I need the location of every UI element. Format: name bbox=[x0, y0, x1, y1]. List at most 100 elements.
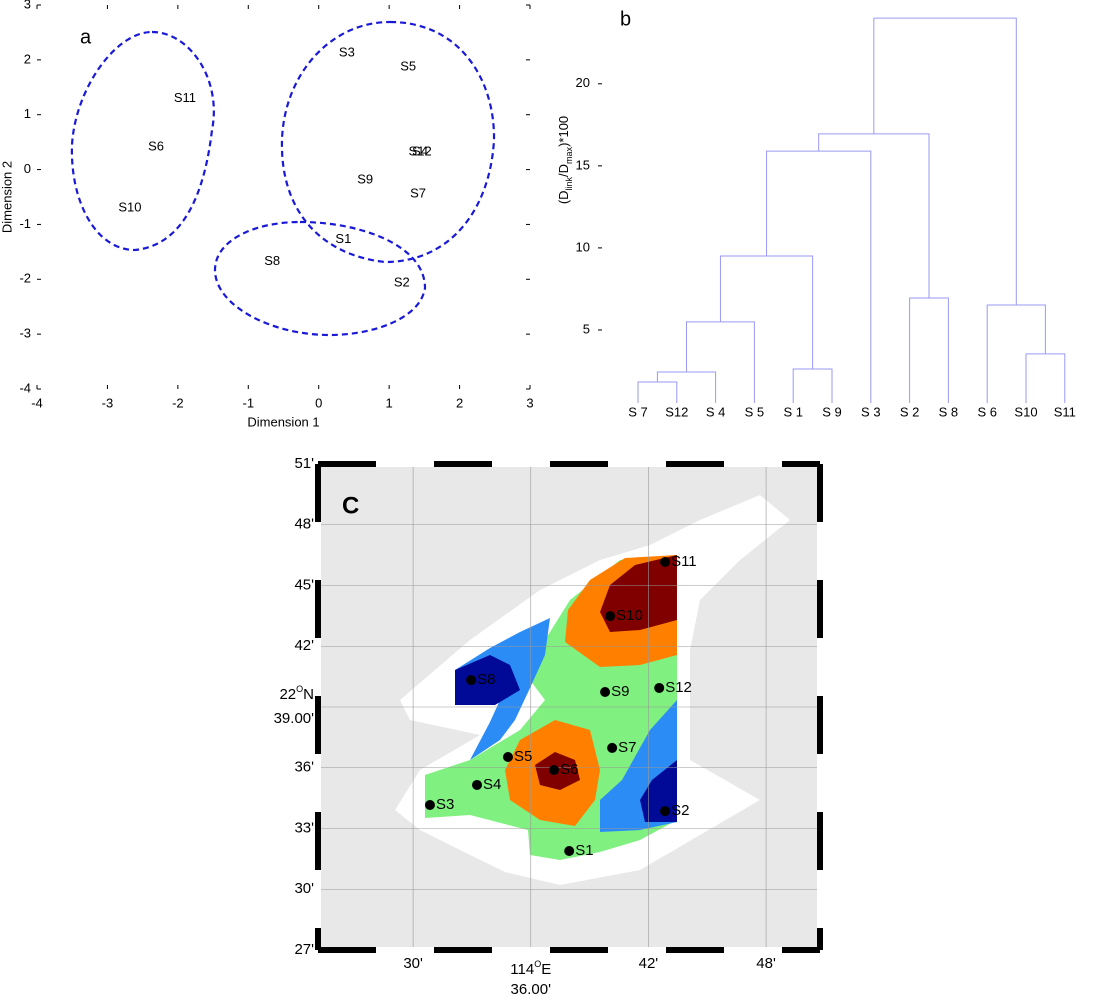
station-label: S5 bbox=[514, 748, 532, 765]
station-label: S8 bbox=[477, 671, 495, 688]
y-tick-label: 10 bbox=[576, 239, 590, 254]
link-line bbox=[766, 150, 872, 403]
leaf-label: S11 bbox=[1054, 404, 1076, 419]
label-part: N bbox=[303, 686, 314, 703]
link bbox=[1025, 353, 1066, 403]
y-tick-label: 39.00' bbox=[274, 710, 315, 727]
y-tick-label: 45' bbox=[294, 576, 314, 593]
station-label: S9 bbox=[611, 683, 629, 700]
y-tick-label: 3 bbox=[24, 0, 31, 11]
label-part: O bbox=[534, 959, 541, 969]
link-line bbox=[656, 371, 717, 403]
y-tick-label: 15 bbox=[576, 157, 590, 172]
link-line bbox=[818, 133, 930, 298]
x-tick-label: -2 bbox=[172, 395, 184, 410]
label-part: 22 bbox=[279, 686, 296, 703]
x-axis-label: Dimension 1 bbox=[247, 414, 319, 429]
link-line bbox=[1025, 353, 1066, 403]
point-label: S7 bbox=[410, 186, 426, 201]
x-tick-label: 42' bbox=[639, 955, 659, 972]
label-part: E bbox=[541, 961, 551, 978]
link bbox=[719, 255, 814, 370]
station-label: S2 bbox=[671, 802, 689, 819]
contour bbox=[600, 555, 677, 632]
station-label: S3 bbox=[436, 796, 454, 813]
y-tick-label: 20 bbox=[576, 75, 590, 90]
y-tick-label: 36' bbox=[294, 759, 314, 776]
link bbox=[656, 371, 717, 403]
x-tick-label: 1 bbox=[386, 395, 393, 410]
leaf-label: S 6 bbox=[977, 404, 997, 419]
point-label: S6 bbox=[148, 139, 164, 154]
link bbox=[686, 321, 755, 403]
link bbox=[637, 381, 678, 403]
station bbox=[600, 687, 611, 698]
y-tick-label: 0 bbox=[24, 161, 31, 176]
x-tick-label: 3 bbox=[526, 395, 533, 410]
station bbox=[424, 800, 435, 811]
y-tick-label: 1 bbox=[24, 106, 31, 121]
point-label: S3 bbox=[339, 45, 355, 60]
point-label: S2 bbox=[394, 275, 410, 290]
y-tick-label: -3 bbox=[19, 326, 31, 341]
y-tick-label: 2 bbox=[24, 51, 31, 66]
link-line bbox=[686, 321, 755, 403]
link bbox=[792, 368, 833, 403]
x-tick-label: 48' bbox=[756, 955, 776, 972]
y-tick-label: 51' bbox=[294, 455, 314, 472]
link-line bbox=[792, 368, 833, 403]
label-part: (D bbox=[556, 190, 571, 204]
point-label: S1 bbox=[335, 231, 351, 246]
y-tick-label: 42' bbox=[294, 637, 314, 654]
ellipse bbox=[280, 20, 496, 264]
x-tick-label: 0 bbox=[315, 395, 322, 410]
panel-label: C bbox=[342, 492, 359, 519]
station bbox=[660, 806, 671, 817]
panel-label: b bbox=[620, 8, 631, 30]
station bbox=[549, 764, 560, 775]
x-tick-label: -1 bbox=[243, 395, 255, 410]
link bbox=[909, 297, 949, 403]
link bbox=[766, 150, 872, 403]
leaf-label: S 7 bbox=[628, 404, 648, 419]
leaf-label: S 2 bbox=[900, 404, 920, 419]
x-tick-label: 30' bbox=[403, 955, 423, 972]
leaf-label: S 9 bbox=[822, 404, 842, 419]
y-tick-label: 48' bbox=[294, 516, 314, 533]
point-label: S9 bbox=[357, 171, 373, 186]
link-line bbox=[637, 381, 678, 403]
label-part: 114 bbox=[510, 961, 534, 978]
leaf-label: S 1 bbox=[783, 404, 803, 419]
station bbox=[466, 675, 477, 686]
axis-label: 22ON bbox=[279, 684, 314, 703]
station-label: S7 bbox=[618, 739, 636, 756]
ellipse bbox=[70, 30, 215, 252]
leaf-label: S 8 bbox=[939, 404, 959, 419]
station-label: S1 bbox=[575, 842, 593, 859]
y-tick-label: 27' bbox=[294, 941, 314, 958]
station-label: S11 bbox=[671, 553, 697, 570]
x-tick-label: 2 bbox=[456, 395, 463, 410]
point-label: S5 bbox=[400, 58, 416, 73]
leaf-label: S 4 bbox=[706, 404, 726, 419]
y-tick-label: 5 bbox=[583, 321, 590, 336]
station-label: S12 bbox=[665, 679, 692, 696]
axis-label: 114OE bbox=[510, 959, 551, 978]
label-part: O bbox=[296, 684, 303, 694]
link-line bbox=[873, 17, 1017, 306]
station bbox=[607, 742, 618, 753]
y-tick-label: 30' bbox=[294, 880, 314, 897]
y-tick-label: 33' bbox=[294, 819, 314, 836]
point-label: S12 bbox=[409, 143, 432, 158]
station bbox=[564, 845, 575, 856]
station-label: S4 bbox=[483, 776, 501, 793]
x-tick-label: -3 bbox=[102, 395, 114, 410]
panel-label: a bbox=[80, 26, 92, 48]
label-part: max bbox=[564, 146, 574, 164]
leaf-label: S12 bbox=[665, 404, 688, 419]
y-axis-label: Dimension 2 bbox=[0, 161, 14, 233]
contour bbox=[455, 655, 520, 705]
station-label: S10 bbox=[616, 607, 643, 624]
label-part: )*100 bbox=[556, 116, 571, 147]
y-tick-label: -1 bbox=[19, 216, 31, 231]
